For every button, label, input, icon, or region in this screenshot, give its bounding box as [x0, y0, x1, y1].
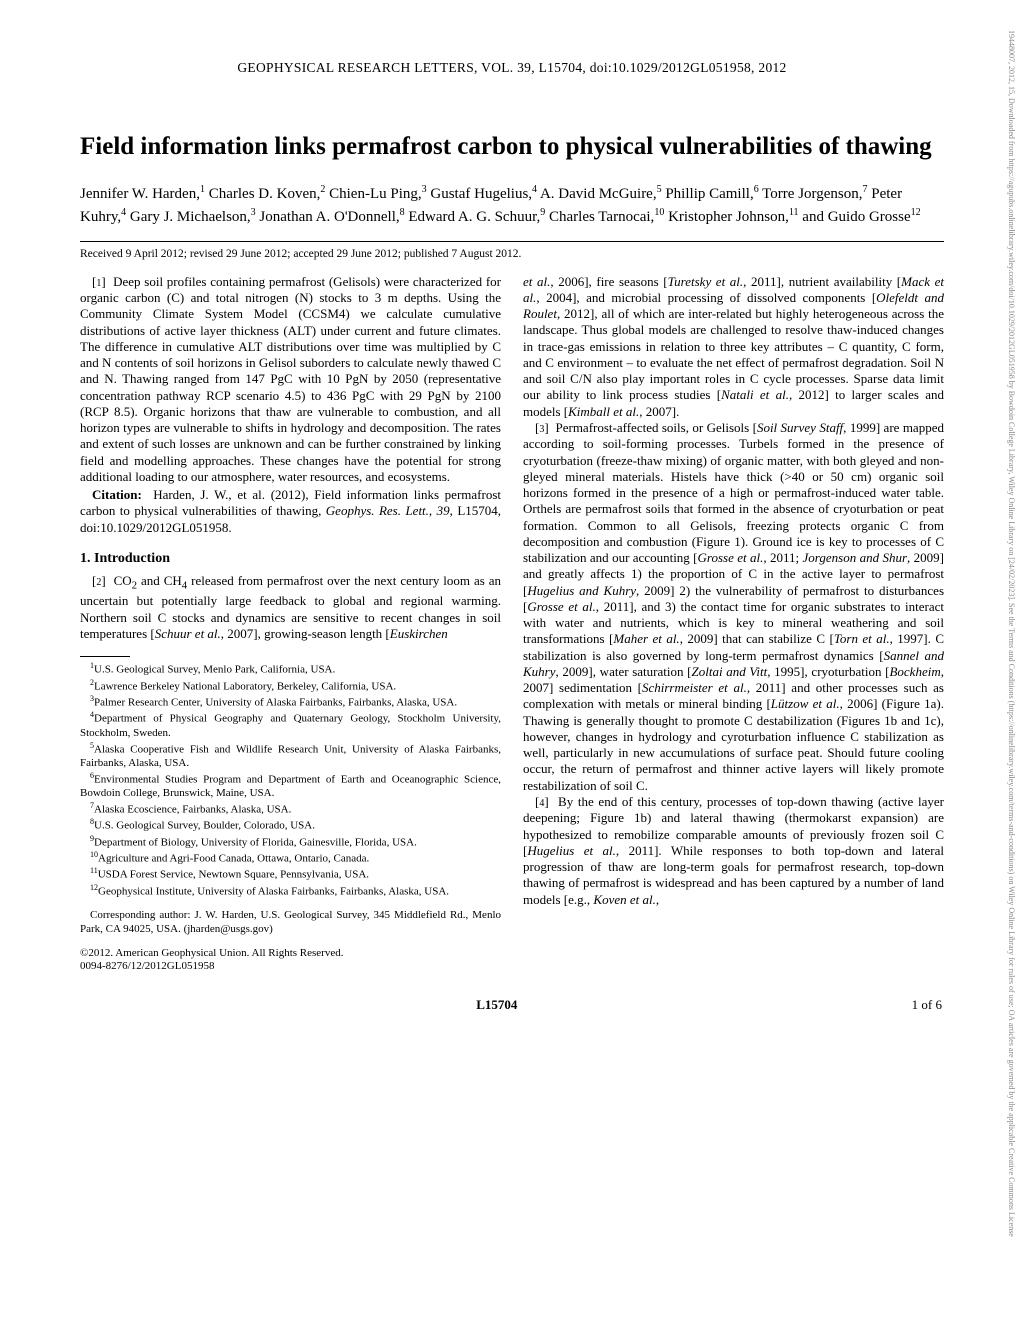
section-heading-introduction: 1. Introduction: [80, 550, 501, 568]
citation: Citation: Harden, J. W., et al. (2012), …: [80, 487, 501, 536]
body-paragraph-2-continued: et al., 2006], fire seasons [Turetsky et…: [523, 274, 944, 420]
footer-page-id: L15704: [476, 997, 517, 1013]
footer-page-count: 1 of 6: [912, 997, 942, 1013]
affiliation-item: 3Palmer Research Center, University of A…: [80, 694, 501, 710]
body-paragraph-4: [4] By the end of this century, processe…: [523, 794, 944, 908]
affiliation-item: 12Geophysical Institute, University of A…: [80, 883, 501, 899]
page-footer: L15704 1 of 6: [80, 997, 944, 1013]
affiliation-item: 4Department of Physical Geography and Qu…: [80, 710, 501, 740]
affiliation-item: 8U.S. Geological Survey, Boulder, Colora…: [80, 817, 501, 833]
affiliation-divider: [80, 656, 130, 657]
affiliation-item: 5Alaska Cooperative Fish and Wildlife Re…: [80, 741, 501, 771]
author-list: Jennifer W. Harden,1 Charles D. Koven,2 …: [80, 182, 944, 229]
body-paragraph-3: [3] Permafrost-affected soils, or Geliso…: [523, 420, 944, 794]
download-watermark: 19448007, 2012, 15, Downloaded from http…: [1007, 30, 1016, 1290]
affiliation-item: 11USDA Forest Service, Newtown Square, P…: [80, 866, 501, 882]
affiliation-item: 2Lawrence Berkeley National Laboratory, …: [80, 678, 501, 694]
divider: [80, 241, 944, 242]
body-paragraph-2: [2] CO2 and CH4 released from permafrost…: [80, 573, 501, 642]
affiliation-item: 10Agriculture and Agri-Food Canada, Otta…: [80, 850, 501, 866]
affiliation-item: 9Department of Biology, University of Fl…: [80, 834, 501, 850]
copyright-block: ©2012. American Geophysical Union. All R…: [80, 947, 501, 973]
corresponding-author: Corresponding author: J. W. Harden, U.S.…: [80, 909, 501, 937]
article-title: Field information links permafrost carbo…: [80, 131, 944, 164]
journal-header: GEOPHYSICAL RESEARCH LETTERS, VOL. 39, L…: [80, 60, 944, 76]
affiliations-block: 1U.S. Geological Survey, Menlo Park, Cal…: [80, 661, 501, 899]
abstract-paragraph: [1] Deep soil profiles containing permaf…: [80, 274, 501, 486]
affiliation-item: 7Alaska Ecoscience, Fairbanks, Alaska, U…: [80, 801, 501, 817]
publication-dates: Received 9 April 2012; revised 29 June 2…: [80, 248, 944, 260]
affiliation-item: 6Environmental Studies Program and Depar…: [80, 771, 501, 801]
affiliation-item: 1U.S. Geological Survey, Menlo Park, Cal…: [80, 661, 501, 677]
